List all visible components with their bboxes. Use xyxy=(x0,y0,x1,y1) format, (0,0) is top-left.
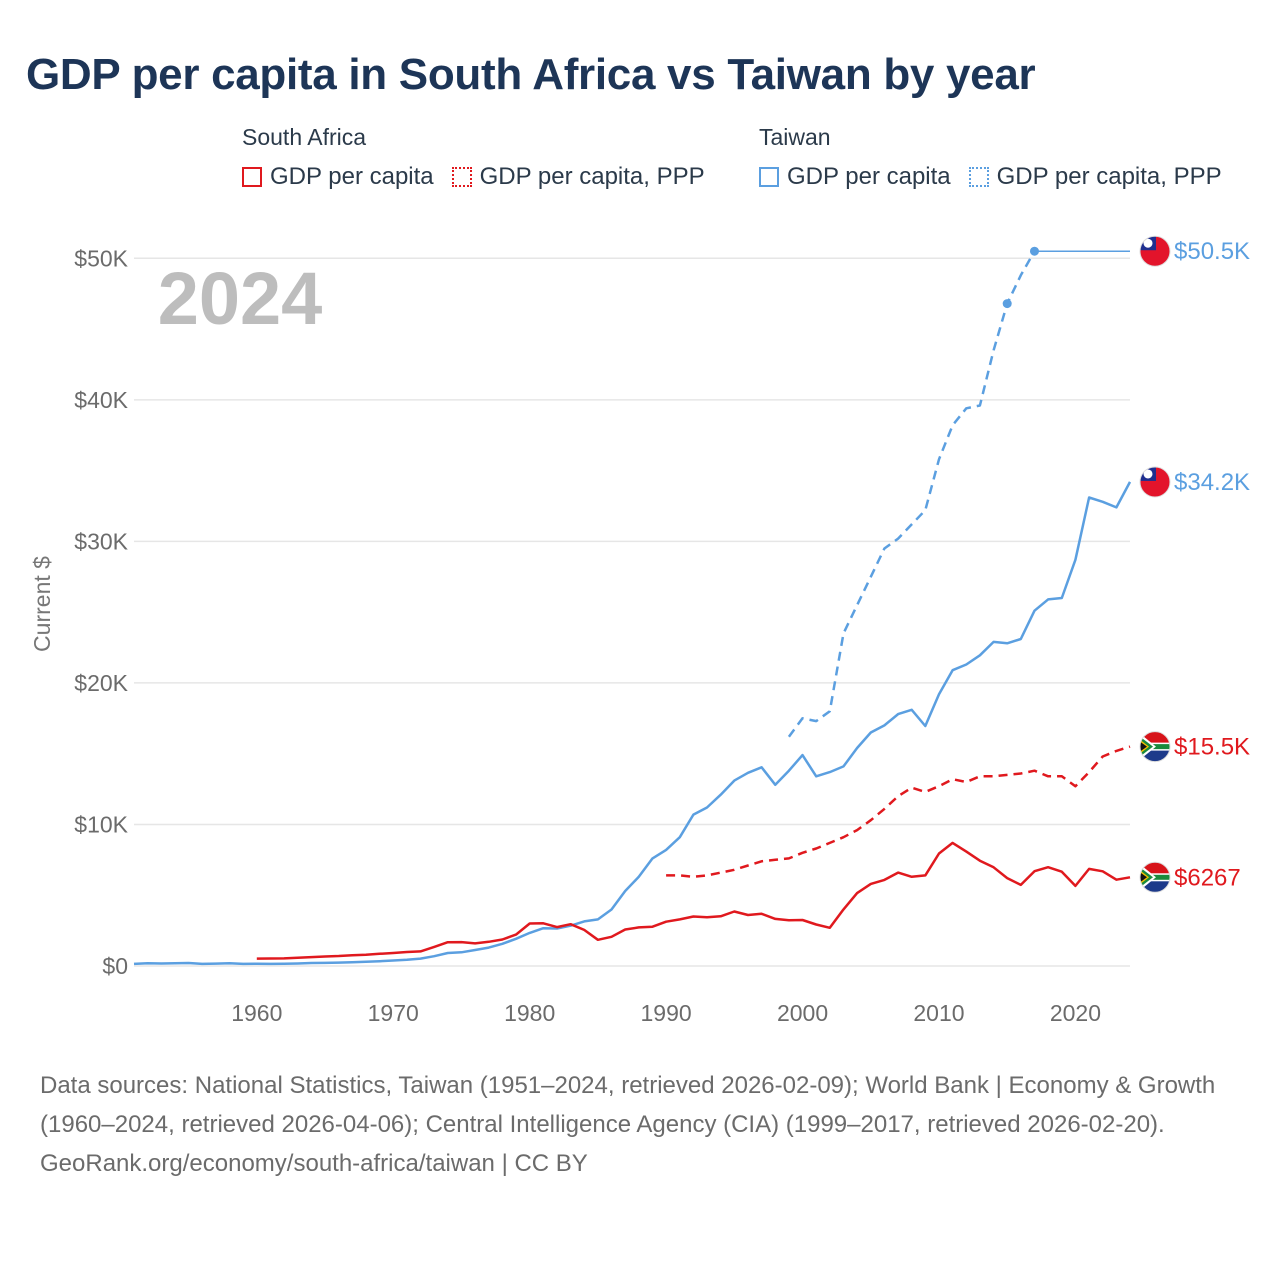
end-value-label: $34.2K xyxy=(1174,469,1250,496)
end-labels: $50.5K $34.2K $15.5K $6267 xyxy=(1139,235,1250,893)
legend-group-name-south-africa: South Africa xyxy=(242,124,367,150)
grid-lines xyxy=(134,257,1130,967)
x-tick-label: 1980 xyxy=(504,1000,555,1026)
y-axis: $0 $10K $20K $30K $40K $50K xyxy=(74,245,128,979)
end-value-label: $15.5K xyxy=(1174,734,1250,761)
legend-item-sa-gdp[interactable]: GDP per capita xyxy=(242,163,434,191)
x-tick-label: 1960 xyxy=(231,1000,282,1026)
legend-label-sa-gdp: GDP per capita xyxy=(270,163,434,190)
line-chart: $0 $10K $20K $30K $40K $50K 1960 1970 1980 1990 2… xyxy=(29,235,1250,1026)
end-value-label: $6267 xyxy=(1174,864,1241,891)
x-tick-label: 2000 xyxy=(777,1000,828,1026)
south-africa-flag-icon xyxy=(1139,861,1171,893)
y-tick-label: $0 xyxy=(102,953,128,979)
legend-group-name-taiwan: Taiwan xyxy=(759,124,831,150)
series-line-south_africa-ppp xyxy=(666,745,1131,879)
chart-title: GDP per capita in South Africa vs Taiwan… xyxy=(26,50,1036,99)
credit-link[interactable]: GeoRank.org/economy/south-africa/taiwan … xyxy=(40,1150,588,1177)
south-africa-flag-icon xyxy=(1139,731,1171,763)
data-point-marker xyxy=(1002,299,1012,309)
legend-swatch-sa-gdp xyxy=(242,167,262,187)
legend-swatch-tw-ppp xyxy=(968,167,989,187)
x-tick-label: 2020 xyxy=(1050,1000,1101,1026)
data-sources: Data sources: National Statistics, Taiwa… xyxy=(40,1072,1216,1138)
legend-item-tw-gdp[interactable]: GDP per capita xyxy=(759,163,951,191)
series-line-south_africa-gdp xyxy=(256,841,1131,960)
data-point-marker xyxy=(1029,246,1039,256)
series-line-taiwan-gdp xyxy=(133,481,1132,966)
legend-taiwan: Taiwan GDP per capita GDP per capita, PP… xyxy=(759,124,1240,191)
x-tick-label: 1970 xyxy=(368,1000,419,1026)
y-tick-label: $10K xyxy=(74,811,128,837)
year-label: 2024 xyxy=(158,257,323,340)
end-value-label: $50.5K xyxy=(1174,238,1250,265)
y-tick-label: $30K xyxy=(74,528,128,554)
taiwan-flag-icon xyxy=(1139,235,1171,267)
legend-south-africa: South Africa GDP per capita GDP per capi… xyxy=(242,124,723,191)
taiwan-flag-icon xyxy=(1139,466,1171,498)
series-line-taiwan-ppp xyxy=(787,250,1036,738)
legend-item-tw-ppp[interactable]: GDP per capita, PPP xyxy=(968,163,1222,191)
y-tick-label: $20K xyxy=(74,670,128,696)
legend-label-tw-ppp: GDP per capita, PPP xyxy=(996,163,1222,190)
series-lines xyxy=(133,246,1132,966)
legend-swatch-sa-ppp xyxy=(451,167,472,187)
y-tick-label: $50K xyxy=(74,245,128,271)
legend-item-sa-ppp[interactable]: GDP per capita, PPP xyxy=(451,163,705,191)
x-axis: 1960 1970 1980 1990 2000 2010 2020 xyxy=(231,1000,1101,1026)
y-tick-label: $40K xyxy=(74,387,128,413)
legend-label-sa-ppp: GDP per capita, PPP xyxy=(479,163,705,190)
footer: Data sources: National Statistics, Taiwa… xyxy=(40,1066,1230,1183)
x-tick-label: 2010 xyxy=(913,1000,964,1026)
y-axis-title: Current $ xyxy=(29,556,55,652)
x-tick-label: 1990 xyxy=(641,1000,692,1026)
legend-label-tw-gdp: GDP per capita xyxy=(787,163,951,190)
legend-swatch-tw-gdp xyxy=(759,167,779,187)
